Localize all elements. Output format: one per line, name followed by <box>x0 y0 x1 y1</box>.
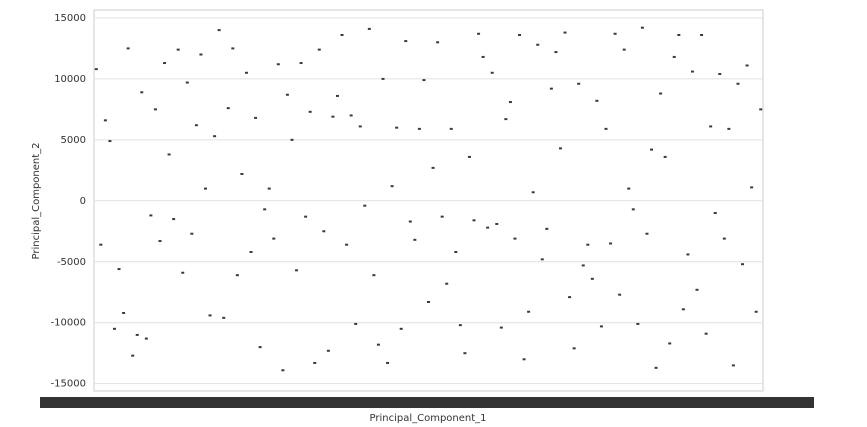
y-tick-label: 0 <box>80 196 86 207</box>
y-tick-label: -10000 <box>51 318 86 329</box>
y-tick-label: 5000 <box>61 135 86 146</box>
x-axis-label: Principal_Component_1 <box>369 413 486 424</box>
y-tick-label: -5000 <box>57 257 86 268</box>
y-axis-label: Principal_Component_2 <box>31 142 42 259</box>
x-tick-labels-overlap <box>40 397 814 408</box>
y-tick-label: 15000 <box>54 13 86 24</box>
y-tick-label: -15000 <box>51 379 86 390</box>
y-tick-label: 10000 <box>54 74 86 85</box>
